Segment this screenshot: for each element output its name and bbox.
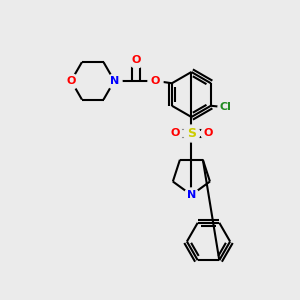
Text: N: N (187, 190, 196, 200)
Text: O: O (66, 76, 76, 86)
Text: O: O (170, 128, 180, 139)
Text: Cl: Cl (219, 102, 231, 112)
Text: N: N (110, 76, 119, 86)
Text: O: O (131, 55, 141, 65)
Text: O: O (151, 76, 160, 86)
Text: O: O (203, 128, 213, 139)
Text: S: S (187, 127, 196, 140)
